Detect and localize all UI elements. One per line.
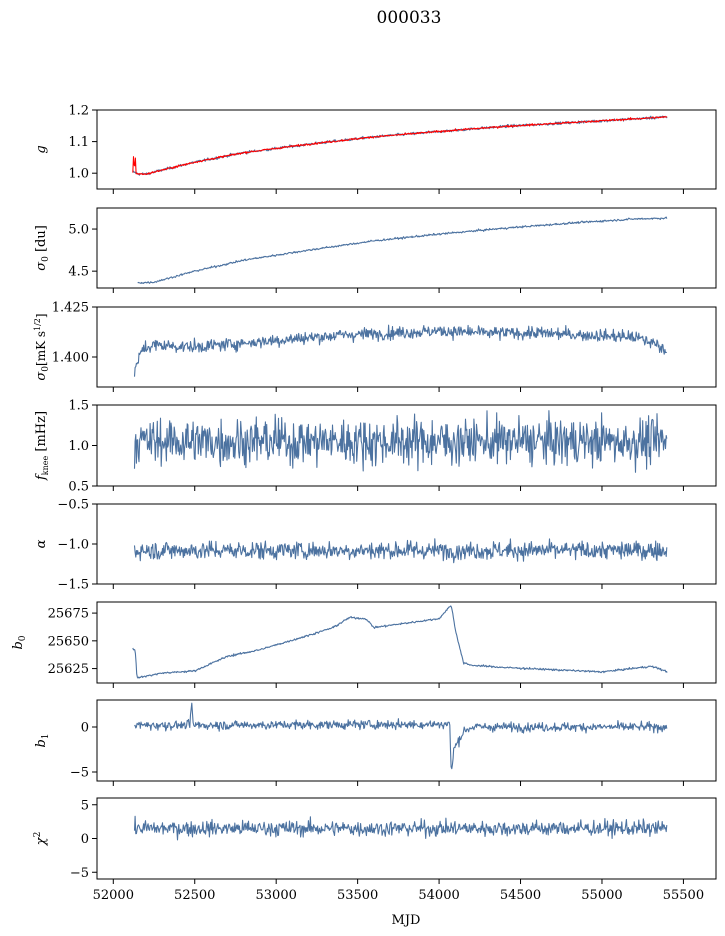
y-tick-label-b0-0: 25625 [48, 662, 89, 677]
panel-b0: 25625 25650 25675 b0 [11, 601, 717, 688]
axes-frame-sigma0 [96, 207, 717, 289]
x-axis-label: MJD [392, 913, 421, 928]
y-tick-label-fknee-2: 1.5 [68, 399, 89, 414]
figure-title: 000033 [377, 8, 442, 28]
panel-g: 1.0 1.1 1.2 g [34, 104, 717, 194]
y-tick-label-b0-1: 25650 [48, 634, 89, 649]
y-axis-label-b0: b0 [11, 635, 28, 649]
y-tick-label-fknee-1: 1.0 [68, 439, 89, 454]
y-tick-label-g-2: 1.2 [68, 104, 89, 119]
y-tick-label-chi2-1: 0 [81, 832, 89, 847]
axes-frame-alpha [96, 503, 717, 585]
axes-frame-sigma0_mk [96, 306, 717, 388]
y-axis-label-sigma0: σ0 [du] [34, 225, 51, 271]
series-line-sigma0-0 [137, 216, 668, 284]
axes-frame-b1 [96, 699, 717, 782]
x-tick-label-0: 52000 [93, 888, 134, 903]
y-axis-label-g: g [34, 145, 49, 153]
x-tick-label-5: 54500 [500, 888, 541, 903]
x-tick-label-6: 55000 [581, 888, 622, 903]
series-line-chi2-0 [133, 815, 668, 841]
x-tick-label-3: 53500 [337, 888, 378, 903]
y-axis-label-b1: b1 [34, 733, 51, 747]
axes-frame-b0 [96, 601, 717, 684]
y-tick-label-chi2-2: 5 [81, 798, 89, 813]
y-tick-label-sigma0_mk-1: 1.425 [52, 301, 89, 316]
axes-frame-g [96, 109, 717, 190]
panel-alpha: −1.5 −1.0 −0.5 α [34, 498, 717, 593]
panel-fknee: 0.5 1.0 1.5 fknee [mHz] [34, 399, 717, 495]
y-axis-label-chi2: χ2 [33, 832, 49, 847]
y-axis-label-fknee: fknee [mHz] [34, 411, 50, 481]
series-line-sigma0_mk-0 [133, 324, 668, 377]
y-axis-label-alpha: α [34, 539, 49, 548]
panel-sigma0: 4.5 5.0 σ0 [du] [34, 207, 717, 293]
series-line-b0-0 [132, 605, 668, 679]
y-tick-label-fknee-0: 0.5 [68, 480, 89, 495]
series-line-g-1 [132, 115, 668, 176]
series-line-g-0 [132, 115, 668, 176]
y-tick-label-g-1: 1.1 [68, 135, 89, 150]
y-tick-label-b0-2: 25675 [48, 607, 89, 622]
y-tick-label-sigma0-0: 4.5 [68, 265, 89, 280]
axes-frame-chi2 [96, 797, 717, 880]
y-tick-label-b1-1: 0 [81, 721, 89, 736]
y-tick-label-b1-0: −5 [70, 766, 89, 781]
panel-chi2: −5 0 5 52000 52500 53000 53500 54000 54500 55000 5… [33, 797, 717, 903]
series-line-fknee-0 [133, 410, 668, 473]
x-tick-label-4: 54000 [418, 888, 459, 903]
series-line-b1-0 [134, 702, 668, 770]
y-tick-label-alpha-2: −0.5 [57, 498, 89, 513]
y-axis-label-sigma0_mk: σ0[mK s1/2] [33, 313, 51, 380]
panel-b1: −5 0 b1 [34, 699, 717, 786]
x-tick-label-1: 52500 [174, 888, 215, 903]
series-line-alpha-0 [133, 538, 668, 564]
y-tick-label-alpha-0: −1.5 [57, 578, 89, 593]
x-tick-label-7: 55500 [663, 888, 704, 903]
y-tick-label-sigma0_mk-0: 1.400 [52, 351, 89, 366]
y-tick-label-sigma0-1: 5.0 [68, 223, 89, 238]
y-tick-label-alpha-1: −1.0 [57, 538, 89, 553]
y-tick-label-chi2-0: −5 [70, 866, 89, 881]
x-tick-label-2: 53000 [256, 888, 297, 903]
y-tick-label-g-0: 1.0 [68, 167, 89, 182]
